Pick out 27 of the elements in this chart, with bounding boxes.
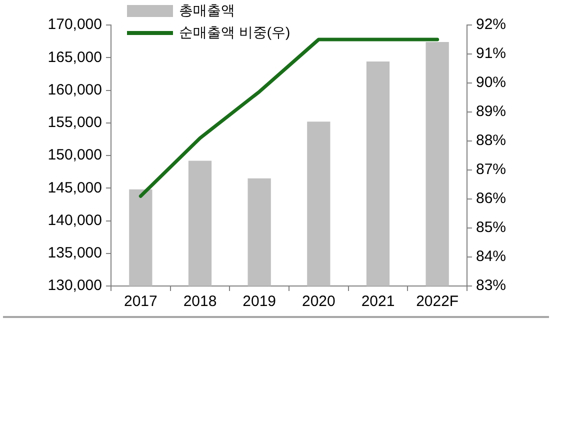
x-tick-label: 2022F [416, 293, 459, 310]
y-tick-label: 150,000 [48, 146, 102, 164]
legend-label: 순매출액 비중(우) [179, 24, 290, 40]
x-tick-label: 2019 [242, 293, 276, 310]
y2-tick-label: 85% [476, 219, 506, 236]
y-tick-label: 135,000 [48, 244, 102, 262]
x-tick-label: 2021 [361, 293, 395, 310]
y-tick-label: 155,000 [48, 114, 102, 132]
y2-tick-label: 91% [476, 45, 506, 62]
y-tick-label: 170,000 [48, 16, 102, 34]
x-tick-label: 2020 [302, 293, 336, 310]
y2-tick-label: 87% [476, 161, 506, 178]
y2-tick-label: 86% [476, 190, 506, 208]
y2-tick-label: 83% [476, 277, 506, 294]
y-tick-label: 145,000 [48, 179, 102, 196]
y-tick-label: 160,000 [48, 81, 102, 98]
y-tick-label: 140,000 [48, 212, 102, 229]
y-tick-label: 130,000 [48, 277, 102, 294]
y2-tick-label: 88% [476, 132, 506, 150]
x-tick-label: 2017 [124, 293, 158, 310]
y2-tick-label: 90% [476, 74, 506, 92]
y-tick-label: 165,000 [48, 48, 102, 66]
y2-tick-label: 92% [476, 16, 506, 34]
y2-tick-label: 84% [476, 248, 506, 266]
legend-label: 총매출액 [179, 2, 235, 18]
x-tick-label: 2018 [183, 293, 217, 310]
y2-tick-label: 89% [476, 103, 506, 120]
